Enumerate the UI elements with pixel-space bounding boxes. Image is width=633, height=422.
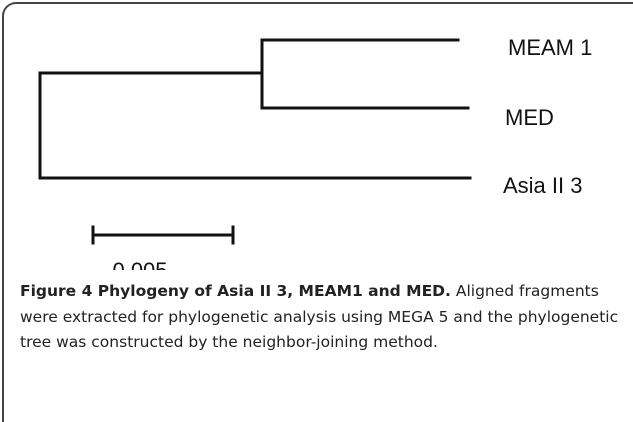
caption: Figure 4 Phylogeny of Asia II 3, MEAM1 a… [20,279,620,356]
caption-label: Figure 4 [20,282,93,300]
tree: MEAM 1 MED Asia II 3 0.005 [38,35,592,270]
caption-text: Aligned fragments were extracted for phy… [20,282,619,351]
leaf-label: MEAM 1 [508,35,592,60]
scale-label: 0.005 [112,258,167,270]
leaf-label: Asia II 3 [503,173,582,198]
leaf-label: MED [505,105,554,130]
caption-title: Phylogeny of Asia II 3, MEAM1 and MED. [97,282,451,300]
